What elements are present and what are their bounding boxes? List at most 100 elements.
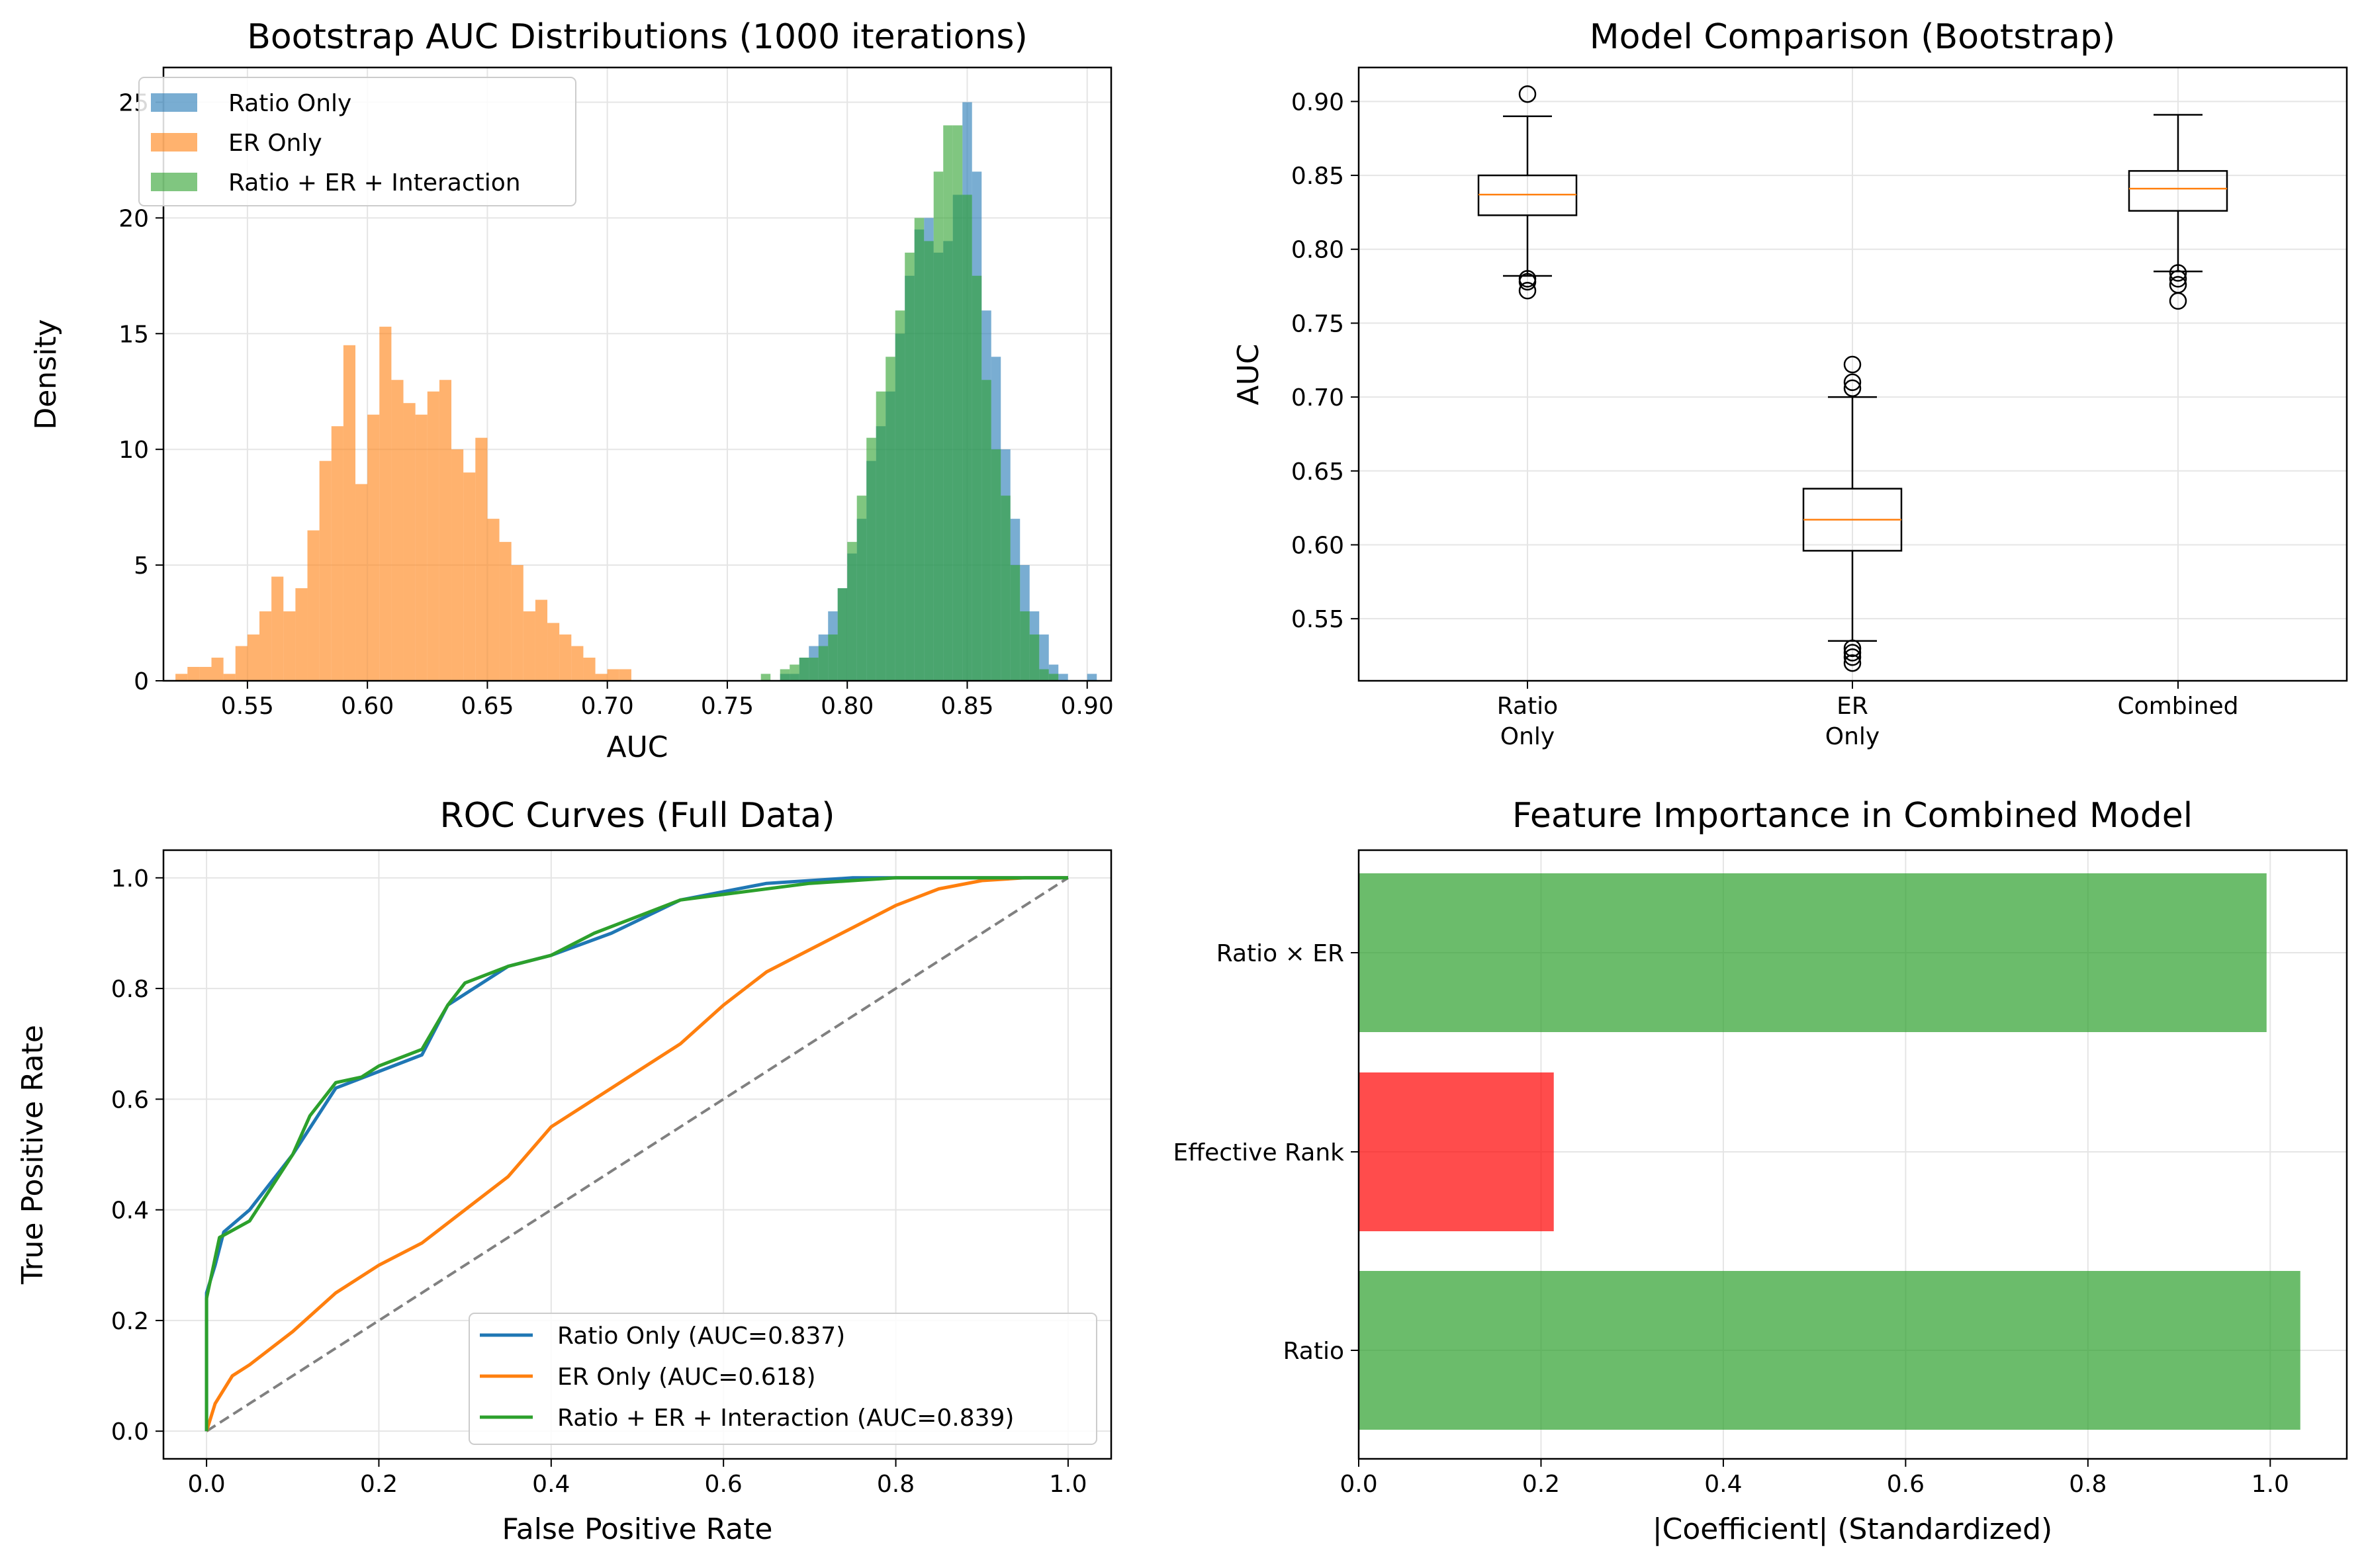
- histogram-bar: [933, 171, 944, 681]
- histogram-bar: [790, 664, 799, 681]
- y-tick-label: 0.0: [111, 1418, 149, 1446]
- panel-bootstrap-histogram: 0.55 0.60 0.65 0.70 0.75 0.80 0.85 0.90 0 5 10 15 20…: [29, 17, 1114, 764]
- x-tick-label: 0.2: [360, 1471, 398, 1498]
- histogram-bar: [571, 646, 584, 681]
- flier-point: [2169, 292, 2187, 310]
- x-tick-label: 0.75: [701, 693, 754, 720]
- histogram-bar: [1087, 674, 1097, 681]
- importance-bar: [1359, 873, 2267, 1032]
- flier-point: [1843, 644, 1862, 662]
- flier-point: [1843, 648, 1862, 666]
- histogram-bar: [283, 611, 296, 681]
- flier-point: [1843, 355, 1862, 374]
- y-tick-label: 0.4: [111, 1198, 149, 1225]
- histogram-bar: [905, 252, 915, 681]
- histogram-bar: [331, 426, 343, 681]
- histogram-bar: [991, 449, 1001, 681]
- histogram-bar: [511, 565, 523, 681]
- histogram-bar: [367, 414, 380, 681]
- histogram-bar: [391, 380, 404, 681]
- box-3: [2128, 114, 2228, 310]
- histogram-bar: [271, 576, 284, 681]
- roc-line-2: [205, 876, 1068, 1432]
- histogram-bar: [847, 542, 857, 681]
- y-tick-label: 10: [118, 437, 149, 464]
- y-axis-label: Density: [29, 319, 63, 429]
- y-tick-label: 0: [134, 668, 149, 695]
- x-tick-label: 0.70: [581, 693, 634, 720]
- roc-line-3: [205, 876, 1068, 1432]
- legend-box: [469, 1313, 1097, 1445]
- histogram-bar: [799, 658, 809, 681]
- x-tick-label: 0.4: [1704, 1471, 1742, 1498]
- histogram-bar: [952, 125, 963, 681]
- flier-point: [1518, 282, 1537, 300]
- histogram-bar: [295, 588, 308, 681]
- histogram-bar: [439, 380, 452, 681]
- ticks: 0.55 0.60 0.65 0.70 0.75 0.80 0.85 0.90 Ratio Onl…: [1291, 89, 2239, 750]
- y-tick-label: 20: [118, 205, 149, 232]
- x-tick-label: 0.85: [940, 693, 993, 720]
- histogram-bar: [914, 218, 925, 681]
- x-tick-label: 0.60: [341, 693, 394, 720]
- histogram-bar: [451, 449, 464, 681]
- x-tick-label: 0.8: [2069, 1471, 2107, 1498]
- flier-point: [1843, 373, 1862, 392]
- legend-label: Ratio Only: [228, 90, 351, 117]
- histogram-bar: [1039, 669, 1049, 681]
- legend-label: ER Only (AUC=0.618): [557, 1364, 816, 1391]
- histogram-bar: [499, 542, 512, 681]
- x-tick-label: 0.4: [532, 1471, 570, 1498]
- histogram-bar: [199, 667, 212, 681]
- legend-box: [138, 77, 576, 206]
- histogram-bar: [403, 403, 416, 681]
- y-tick-label: 5: [134, 552, 149, 580]
- y-axis-label: AUC: [1232, 343, 1265, 405]
- importance-bar: [1359, 1271, 2300, 1430]
- histogram-bar: [583, 658, 596, 681]
- flier-point: [1843, 654, 1862, 672]
- y-tick-label: 0.85: [1291, 163, 1344, 190]
- legend-label: Ratio + ER + Interaction (AUC=0.839): [557, 1405, 1014, 1432]
- histogram-bar: [886, 357, 895, 681]
- histogram-bar: [760, 674, 771, 681]
- histogram-bar: [619, 669, 631, 681]
- histogram-bar: [487, 519, 500, 681]
- panel-model-comparison: 0.55 0.60 0.65 0.70 0.75 0.80 0.85 0.90 Ratio Onl…: [1232, 17, 2348, 750]
- legend-label: ER Only: [228, 130, 322, 157]
- y-tick-label: 0.8: [111, 976, 149, 1003]
- y-tick-label: Effective Rank: [1173, 1139, 1345, 1166]
- plot-area: [175, 102, 1097, 681]
- y-tick-label: Ratio × ER: [1216, 940, 1344, 967]
- histogram-bar: [876, 391, 886, 681]
- histogram-bar: [1029, 634, 1040, 681]
- x-tick-label-line: Combined: [2118, 693, 2239, 720]
- y-tick-label: 15: [118, 321, 149, 348]
- histogram-bar: [809, 658, 819, 681]
- legend-swatch: [151, 133, 197, 152]
- ticks: 0.0 0.2 0.4 0.6 0.8 1.0 0.0 0.2 0.4 0.6 0.8 1.0: [111, 865, 1087, 1498]
- box-1: [1477, 85, 1578, 300]
- axes-frame: [162, 66, 1113, 682]
- importance-bar: [1359, 1072, 1554, 1231]
- legend-swatch: [151, 173, 197, 191]
- x-tick-label: 1.0: [1049, 1471, 1087, 1498]
- y-tick-label: 1.0: [111, 865, 149, 893]
- y-tick-label: 0.70: [1291, 384, 1344, 412]
- histogram-bar: [343, 345, 356, 681]
- histogram-bar: [837, 588, 848, 681]
- x-tick-label-line: Only: [1825, 723, 1880, 750]
- histogram-bar: [981, 380, 991, 681]
- histogram-bar: [223, 674, 236, 681]
- x-tick-label: 0.0: [1340, 1471, 1377, 1498]
- histogram-bar: [1010, 565, 1021, 681]
- histogram-bar: [259, 611, 272, 681]
- histogram-bar: [1020, 611, 1030, 681]
- histogram-bar: [1001, 496, 1011, 681]
- histogram-bar: [1048, 674, 1059, 681]
- histogram-bar: [780, 669, 790, 681]
- axes-frame: [1357, 849, 2348, 1460]
- legend-label: Ratio Only (AUC=0.837): [557, 1323, 845, 1350]
- chance-diagonal-line: [206, 877, 1069, 1432]
